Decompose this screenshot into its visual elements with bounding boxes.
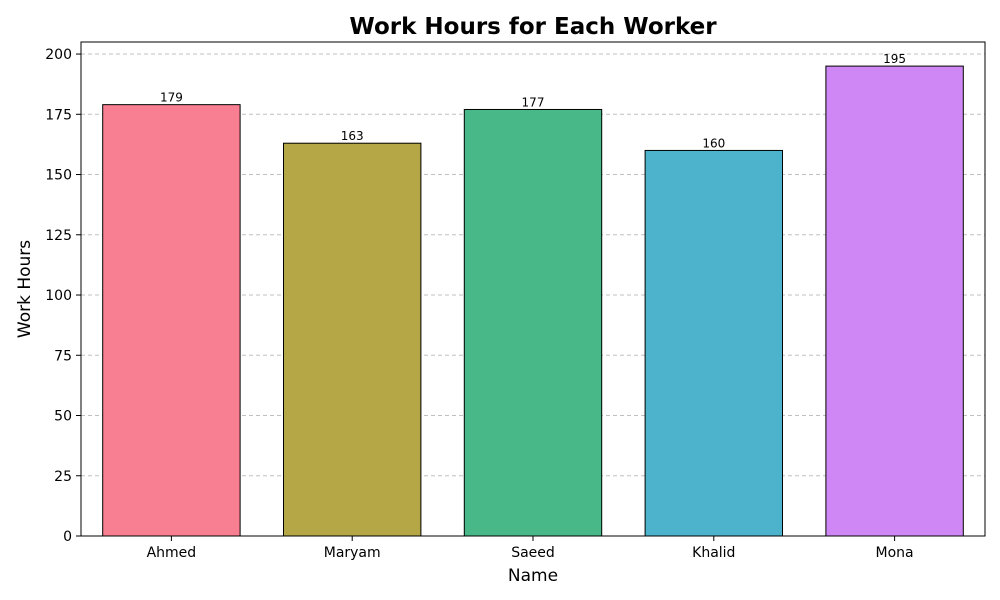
- bar-khalid: [644, 149, 784, 537]
- y-tick-label: 200: [45, 47, 72, 63]
- value-label: 160: [702, 136, 725, 150]
- chart-title: Work Hours for Each Worker: [349, 14, 717, 40]
- y-tick-label: 150: [45, 168, 72, 184]
- bars: [102, 65, 964, 537]
- value-label: 179: [160, 91, 183, 105]
- y-axis-label: Work Hours: [15, 240, 35, 338]
- y-tick-label: 75: [54, 348, 72, 364]
- y-tick-label: 25: [54, 469, 72, 485]
- value-label: 163: [341, 129, 364, 143]
- bar-mona: [825, 65, 964, 537]
- y-tick-label: 100: [45, 288, 72, 304]
- x-tick-label: Maryam: [324, 545, 381, 561]
- value-label: 195: [883, 52, 906, 66]
- x-tick-label: Mona: [876, 545, 914, 561]
- value-label: 177: [522, 95, 545, 109]
- x-tick-label: Ahmed: [147, 545, 197, 561]
- value-labels: 179 163 177 160 195: [160, 52, 906, 150]
- bar-ahmed: [102, 104, 241, 537]
- y-tick-label: 175: [45, 107, 72, 123]
- x-axis-label: Name: [508, 566, 558, 586]
- y-axis-ticks: 0 25 50 75 100 125 150 175 200: [45, 47, 81, 545]
- y-tick-label: 0: [63, 529, 72, 545]
- x-axis-ticks: Ahmed Maryam Saeed Khalid Mona: [147, 536, 914, 561]
- bar-maryam: [282, 142, 422, 537]
- y-tick-label: 125: [45, 228, 72, 244]
- x-tick-label: Khalid: [692, 545, 735, 561]
- bar-saeed: [463, 108, 603, 537]
- y-tick-label: 50: [54, 409, 72, 425]
- x-tick-label: Saeed: [511, 545, 555, 561]
